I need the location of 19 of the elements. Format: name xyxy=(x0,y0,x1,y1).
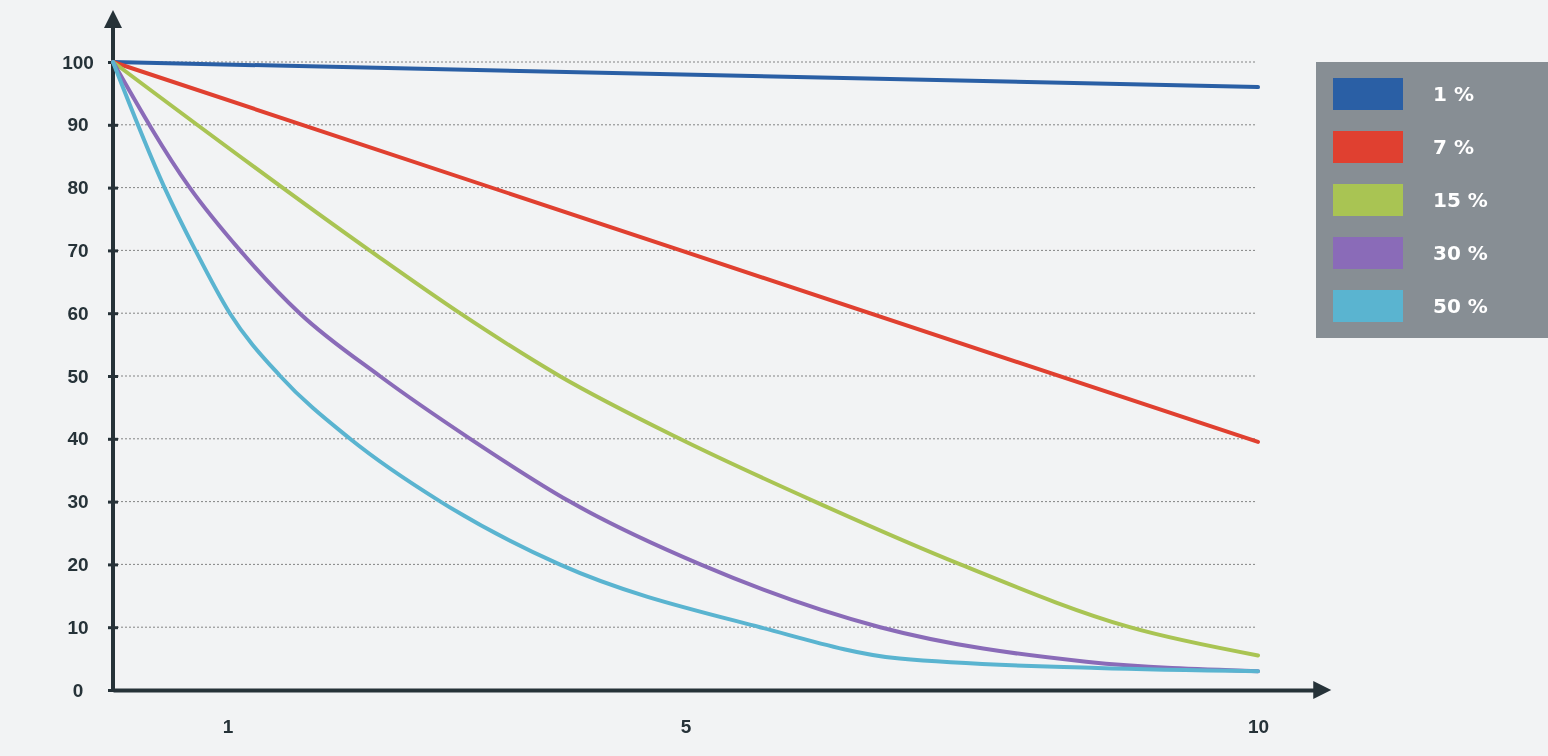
y-tick-label: 40 xyxy=(67,428,89,450)
x-tick-label: 5 xyxy=(680,716,692,738)
legend-label: 1 % xyxy=(1433,82,1474,106)
y-tick-label: 70 xyxy=(67,239,89,261)
y-tick-label: 0 xyxy=(72,679,84,701)
legend-label: 15 % xyxy=(1433,188,1488,212)
legend-label: 7 % xyxy=(1433,135,1474,159)
x-tick-label: 10 xyxy=(1247,716,1270,738)
y-tick-label: 10 xyxy=(67,616,89,638)
legend-label: 30 % xyxy=(1433,241,1488,265)
y-tick-label: 100 xyxy=(62,51,94,73)
y-tick-label: 90 xyxy=(67,114,89,136)
y-tick-label: 60 xyxy=(67,302,89,324)
y-tick-label: 20 xyxy=(67,553,89,575)
x-tick-label: 1 xyxy=(222,716,234,738)
y-tick-label: 80 xyxy=(67,177,89,199)
y-tick-label: 30 xyxy=(67,491,89,513)
y-tick-label: 50 xyxy=(67,365,89,387)
legend-label: 50 % xyxy=(1433,294,1488,318)
